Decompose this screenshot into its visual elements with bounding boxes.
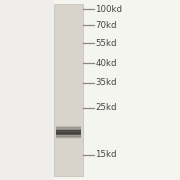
Text: 40kd: 40kd [95,58,117,68]
Text: 100kd: 100kd [95,4,122,14]
Bar [56,133,81,134]
Bar [56,128,81,129]
Bar [56,136,81,137]
Bar [56,131,81,132]
Bar [56,135,81,136]
Bar [56,132,81,133]
Bar [56,138,81,139]
Bar [56,129,81,130]
Bar [0,0,54,180]
Bar [56,127,81,128]
Bar [56,127,81,128]
Bar [56,130,81,131]
Bar [56,128,81,129]
Text: 70kd: 70kd [95,21,117,30]
Text: 55kd: 55kd [95,39,117,48]
Text: 25kd: 25kd [95,103,117,112]
Bar [56,133,81,134]
Bar [54,4,83,176]
Bar [56,132,81,133]
Bar [56,134,81,135]
Bar [56,137,81,138]
Text: 35kd: 35kd [95,78,117,87]
Bar [56,136,81,137]
Bar [56,125,81,126]
Bar [56,137,81,138]
Bar [56,126,81,127]
Text: 15kd: 15kd [95,150,117,159]
